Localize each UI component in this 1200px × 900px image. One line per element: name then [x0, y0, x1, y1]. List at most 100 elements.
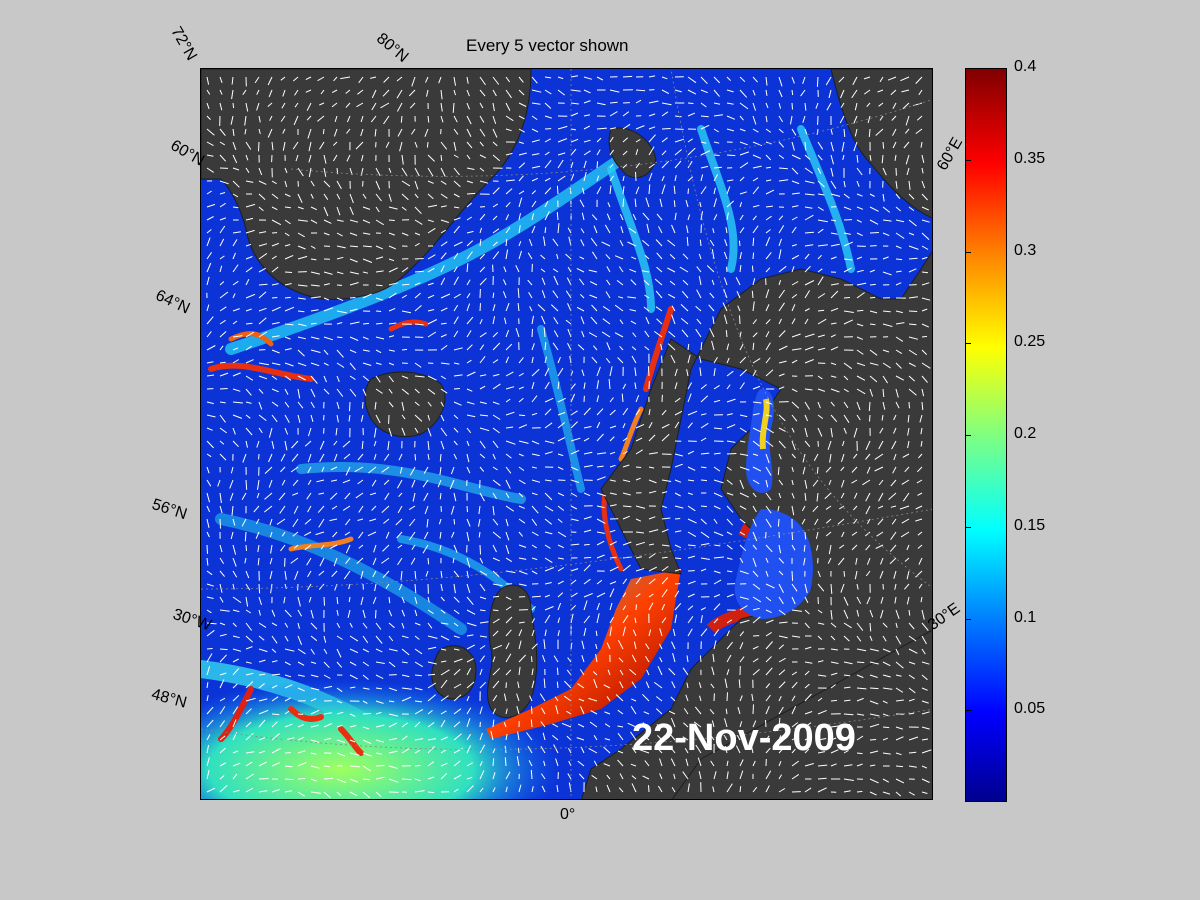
current-vector: [804, 231, 814, 234]
current-vector: [901, 518, 910, 524]
current-vector: [518, 583, 527, 587]
current-vector: [375, 622, 382, 630]
current-vector: [219, 372, 229, 377]
current-vector: [895, 258, 903, 261]
current-vector: [687, 605, 694, 611]
current-vector: [232, 320, 238, 325]
current-vector: [919, 414, 923, 423]
current-vector: [765, 252, 772, 260]
current-vector: [557, 381, 560, 390]
current-vector: [655, 290, 663, 299]
current-vector: [479, 318, 483, 325]
current-vector: [544, 138, 551, 143]
current-vector: [869, 661, 879, 665]
current-vector: [492, 656, 496, 663]
current-vector: [829, 453, 832, 463]
current-vector: [310, 309, 319, 312]
current-vector: [206, 252, 213, 260]
current-vector: [426, 89, 429, 97]
current-vector: [414, 790, 425, 793]
current-vector: [401, 193, 409, 201]
current-vector: [791, 722, 799, 728]
current-vector: [375, 336, 385, 340]
current-vector: [604, 711, 611, 715]
current-vector: [401, 648, 410, 656]
current-vector: [232, 293, 236, 299]
current-vector: [414, 362, 422, 368]
current-vector: [657, 735, 663, 741]
current-vector: [804, 214, 814, 221]
current-vector: [674, 463, 683, 468]
current-vector: [659, 628, 663, 637]
current-vector: [271, 648, 277, 653]
current-vector: [830, 128, 833, 135]
current-vector: [722, 302, 728, 312]
current-vector: [396, 76, 403, 82]
current-vector: [401, 310, 411, 314]
current-vector: [869, 375, 878, 383]
current-vector: [581, 640, 585, 650]
current-vector: [668, 668, 676, 676]
current-vector: [271, 788, 281, 793]
current-vector: [581, 655, 585, 663]
current-vector: [219, 361, 226, 364]
current-vector: [414, 167, 420, 177]
current-vector: [375, 648, 383, 653]
current-vector: [310, 609, 314, 619]
current-vector: [492, 719, 495, 728]
current-vector: [605, 254, 611, 260]
current-vector: [841, 531, 845, 538]
current-vector: [453, 544, 458, 553]
current-vector: [778, 669, 786, 676]
current-vector: [895, 752, 902, 756]
current-vector: [453, 374, 463, 377]
current-vector: [297, 791, 305, 797]
current-vector: [765, 683, 771, 689]
current-vector: [778, 479, 784, 486]
current-vector: [877, 518, 884, 526]
current-vector: [232, 264, 239, 273]
current-vector: [245, 388, 252, 396]
current-vector: [307, 505, 312, 513]
current-vector: [466, 344, 473, 351]
current-vector: [336, 609, 339, 616]
current-vector: [825, 76, 832, 86]
current-vector: [544, 342, 547, 351]
current-vector: [804, 388, 813, 391]
current-vector: [323, 648, 328, 655]
current-vector: [882, 362, 891, 369]
current-vector: [726, 200, 735, 208]
current-vector: [591, 214, 598, 221]
current-vector: [375, 206, 380, 213]
current-vector: [478, 505, 481, 515]
current-vector: [684, 747, 689, 754]
current-vector: [362, 232, 371, 235]
current-vector: [516, 705, 520, 715]
current-vector: [830, 141, 834, 152]
current-vector: [492, 570, 500, 577]
current-vector: [319, 453, 325, 462]
lat-label-64n: 64°N: [152, 287, 193, 318]
current-vector: [622, 492, 631, 496]
current-vector: [674, 382, 678, 390]
current-vector: [479, 253, 485, 260]
current-vector: [440, 219, 449, 223]
current-vector: [635, 568, 645, 572]
current-vector: [802, 466, 806, 475]
current-vector: [726, 593, 734, 598]
current-vector: [245, 322, 253, 325]
current-vector: [865, 492, 871, 502]
current-vector: [349, 401, 351, 412]
current-vector: [414, 206, 422, 215]
current-vector: [440, 401, 444, 407]
current-vector: [661, 577, 669, 585]
current-vector: [791, 583, 798, 592]
current-vector: [544, 567, 555, 572]
current-vector: [453, 347, 463, 351]
current-vector: [661, 409, 667, 416]
current-vector: [388, 750, 398, 754]
current-vector: [711, 720, 715, 728]
current-vector: [528, 291, 533, 299]
current-vector: [669, 254, 676, 260]
current-vector: [258, 737, 266, 741]
